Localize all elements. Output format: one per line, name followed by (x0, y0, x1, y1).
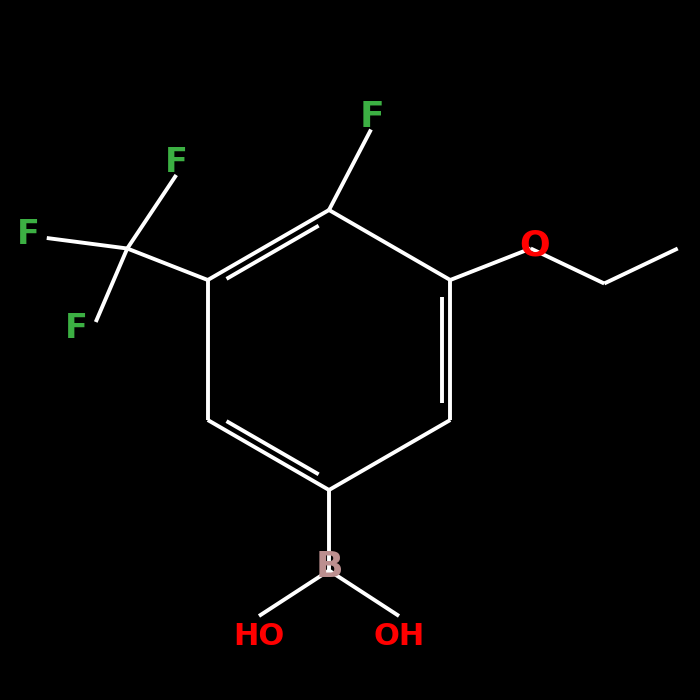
Text: F: F (64, 312, 88, 346)
Text: O: O (519, 228, 550, 262)
Text: HO: HO (233, 622, 285, 650)
Text: OH: OH (373, 622, 425, 650)
Text: F: F (360, 100, 385, 134)
Text: B: B (315, 550, 343, 584)
Text: F: F (17, 218, 40, 251)
Text: F: F (164, 146, 188, 179)
